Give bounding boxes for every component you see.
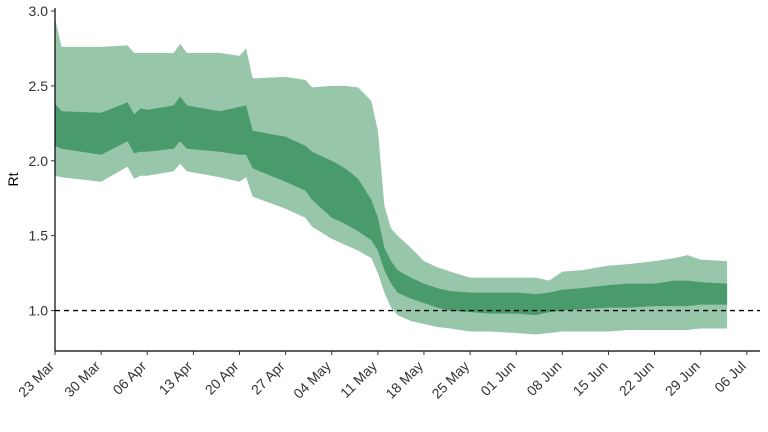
x-tick-label: 27 Apr: [248, 358, 288, 398]
x-tick-label: 13 Apr: [156, 358, 196, 398]
x-tick-label: 06 Apr: [109, 358, 149, 398]
y-axis-title: Rt: [5, 172, 21, 186]
x-tick-label: 20 Apr: [202, 358, 242, 398]
y-tick-label: 1.5: [29, 228, 49, 244]
x-tick-label: 30 Mar: [61, 358, 103, 400]
inner-credible-band: [55, 96, 728, 316]
x-tick-label: 18 May: [382, 358, 426, 402]
x-tick-label: 11 May: [337, 358, 380, 401]
x-tick-label: 29 Jun: [662, 358, 703, 399]
x-tick-label: 04 May: [290, 358, 334, 402]
y-tick-label: 2.0: [29, 153, 49, 169]
y-tick-label: 2.5: [29, 78, 49, 94]
x-tick-label: 15 Jun: [570, 358, 611, 399]
x-tick-label: 06 Jul: [711, 358, 749, 396]
x-tick-label: 08 Jun: [523, 358, 564, 399]
x-tick-label: 23 Mar: [15, 358, 57, 400]
y-tick-label: 1.0: [29, 303, 49, 319]
x-tick-label: 22 Jun: [616, 358, 657, 399]
bands-layer: [55, 18, 728, 335]
x-tick-label: 01 Jun: [477, 358, 518, 399]
x-tick-label: 25 May: [428, 358, 472, 402]
y-tick-label: 3.0: [29, 3, 49, 19]
outer-credible-band: [55, 18, 728, 335]
